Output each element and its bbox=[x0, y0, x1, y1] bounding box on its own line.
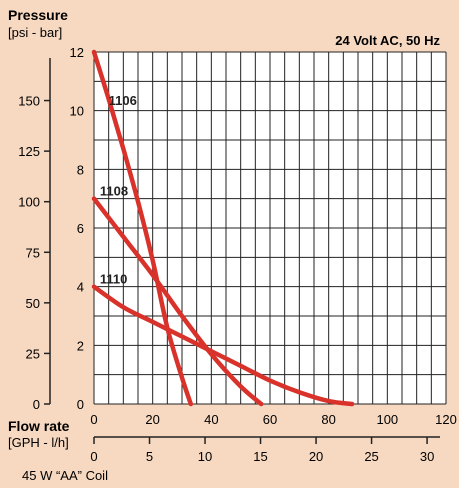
x-tick-label-lh: 120 bbox=[435, 412, 457, 427]
y-tick-label-psi: 0 bbox=[33, 397, 40, 412]
y-axis-title: Pressure bbox=[8, 7, 68, 23]
x-tick-label-gph: 20 bbox=[309, 449, 323, 464]
x-tick-label-gph: 10 bbox=[198, 449, 212, 464]
x-tick-label-lh: 40 bbox=[204, 412, 218, 427]
y-axis-units: [psi - bar] bbox=[8, 25, 62, 40]
curve-1106 bbox=[91, 49, 194, 407]
y-tick-label-bar: 0 bbox=[77, 397, 84, 412]
curve-1110 bbox=[91, 284, 355, 407]
y-tick-label-bar: 4 bbox=[77, 280, 84, 295]
coil-note: 45 W “AA” Coil bbox=[22, 468, 108, 483]
y-tick-label-bar: 2 bbox=[77, 338, 84, 353]
series-label-1108: 1108 bbox=[100, 184, 128, 199]
x-tick-label-lh: 60 bbox=[263, 412, 277, 427]
series-label-1110: 1110 bbox=[100, 272, 128, 287]
chart-curves bbox=[91, 49, 355, 407]
chart-axes bbox=[44, 58, 440, 444]
x-tick-label-lh: 100 bbox=[376, 412, 398, 427]
chart-grid bbox=[93, 51, 447, 405]
x-tick-label-gph: 0 bbox=[90, 449, 97, 464]
x-tick-label-gph: 25 bbox=[364, 449, 378, 464]
x-axis-units: [GPH - l/h] bbox=[8, 435, 69, 450]
y-tick-label-bar: 8 bbox=[77, 162, 84, 177]
y-tick-label-psi: 100 bbox=[18, 195, 40, 210]
y-tick-label-psi: 150 bbox=[18, 94, 40, 109]
chart-title: 24 Volt AC, 50 Hz bbox=[335, 33, 440, 48]
curve-1108 bbox=[91, 196, 264, 407]
x-tick-label-gph: 5 bbox=[146, 449, 153, 464]
x-tick-label-lh: 20 bbox=[145, 412, 159, 427]
x-tick-label-gph: 15 bbox=[253, 449, 267, 464]
y-tick-label-bar: 12 bbox=[70, 45, 84, 60]
y-tick-label-psi: 50 bbox=[26, 296, 40, 311]
y-tick-label-psi: 125 bbox=[18, 144, 40, 159]
y-tick-label-psi: 75 bbox=[26, 245, 40, 260]
y-tick-label-bar: 6 bbox=[77, 221, 84, 236]
x-tick-label-lh: 0 bbox=[90, 412, 97, 427]
y-tick-label-bar: 10 bbox=[70, 104, 84, 119]
y-tick-label-psi: 25 bbox=[26, 346, 40, 361]
x-axis-title: Flow rate bbox=[8, 418, 70, 434]
series-label-1106: 1106 bbox=[109, 93, 137, 108]
x-tick-label-lh: 80 bbox=[321, 412, 335, 427]
x-tick-label-gph: 30 bbox=[420, 449, 434, 464]
